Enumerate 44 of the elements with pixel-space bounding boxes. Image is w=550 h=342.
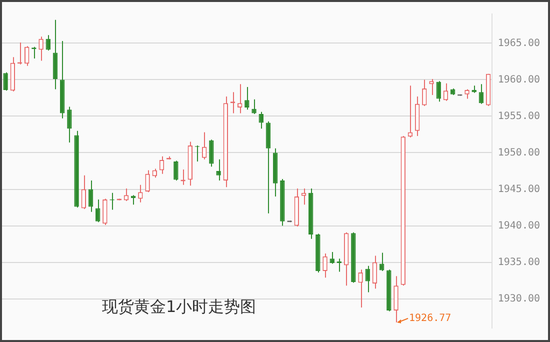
candlestick [258,111,264,130]
candlestick [478,84,484,104]
candlestick [216,158,221,181]
candlestick [422,79,427,107]
candlestick [145,170,150,193]
annotation: 现货黄金1小时走势图 [102,297,256,316]
candlestick [244,86,250,110]
candlestick [102,198,108,226]
candlestick [379,252,384,272]
candlestick [336,258,342,272]
y-tick-label: 1940.00 [498,220,540,232]
candlestick [266,120,271,214]
candlestick [174,160,178,181]
y-tick-label: 1960.00 [498,74,540,86]
candlestick [322,253,328,278]
candlestick [3,72,8,92]
y-tick-label: 1930.00 [498,293,540,304]
candlestick [38,36,44,62]
annotation: 1926.77 [409,312,452,324]
y-tick-label: 1935.00 [498,256,540,268]
candlestick [436,80,441,102]
candlestick [358,269,363,308]
candlestick [252,98,256,115]
candlestick [464,88,470,100]
candlestick [24,46,30,66]
y-tick-label: 1965.00 [498,38,540,49]
candlestick [138,184,143,203]
candlestick [365,265,370,293]
candlestick [209,139,214,168]
candlestick [95,198,100,223]
candlestick [202,132,207,160]
candlestick [443,82,448,102]
y-tick-label: 1950.00 [498,147,540,158]
candlestick [237,84,242,114]
candlestick [159,156,164,174]
candlestick [429,78,434,96]
candlestick [46,34,51,52]
candlestick [330,252,334,264]
candlestick [88,180,94,212]
candlestick [372,255,378,290]
y-tick-label: 1955.00 [498,110,540,122]
y-tick-label: 1945.00 [498,184,540,195]
candlestick [67,106,72,144]
candlestick [301,188,306,206]
